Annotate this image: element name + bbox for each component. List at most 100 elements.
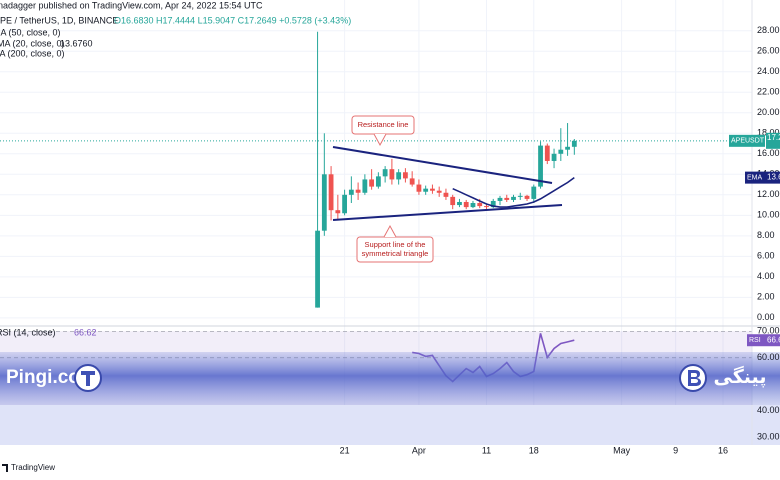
ema-badge-name — [745, 171, 766, 184]
x-tick-label: May — [613, 445, 631, 455]
candle-body — [436, 190, 442, 193]
candle-body — [531, 186, 537, 199]
candle-body — [484, 206, 489, 208]
rsi-badge-label: RSI — [749, 337, 761, 344]
y-tick-label: 10.00 — [757, 210, 780, 220]
rsi-tick-label: 70.00 — [757, 326, 780, 336]
candle-body — [490, 200, 496, 208]
candle-body — [355, 189, 361, 193]
candle-body — [511, 196, 516, 200]
x-tick-label: Apr — [412, 445, 426, 455]
tether-icon — [74, 364, 102, 392]
rsi-tick-label: 30.00 — [757, 431, 780, 441]
ema-badge-value: 13.67 — [767, 173, 780, 182]
candle-body — [517, 195, 523, 197]
ema-badge — [766, 171, 780, 184]
footer-text: TradingView — [11, 463, 55, 472]
rsi-tick-label: 60.00 — [757, 352, 780, 362]
y-tick-label: 16.00 — [757, 148, 780, 158]
x-tick-label: 18 — [529, 445, 539, 455]
y-tick-label: 8.00 — [757, 230, 775, 240]
y-tick-label: 6.00 — [757, 251, 775, 261]
candle-body — [497, 197, 503, 201]
y-tick-label: 12.00 — [757, 189, 780, 199]
rsi-badge — [766, 334, 780, 347]
plot — [0, 31, 752, 383]
watermark-right: پینگی — [714, 365, 767, 388]
candle-body — [321, 174, 327, 231]
candle-body — [348, 189, 354, 195]
candle-body — [571, 140, 577, 147]
indicator-ma200: MA (200, close, 0) — [0, 48, 65, 58]
rsi-tick-label: 40.00 — [757, 405, 780, 415]
candle-body — [423, 188, 429, 192]
candle-body — [463, 201, 469, 208]
candle-body — [315, 230, 320, 308]
candle-body — [396, 172, 402, 180]
candle-body — [443, 192, 449, 197]
rsi-badge-name — [747, 334, 766, 347]
x-tick-label: 21 — [340, 445, 350, 455]
support-label: Support line of the — [365, 240, 426, 249]
bitcoin-icon — [679, 364, 707, 392]
candle-body — [538, 145, 543, 187]
candle-body — [477, 203, 483, 207]
indicator-ma50: MA (50, close, 0) — [0, 27, 61, 37]
candle-body — [470, 203, 476, 208]
x-tick-label: 11 — [482, 445, 491, 455]
annotations: Resistance line Support line of thesymmet… — [358, 120, 429, 258]
support-label: symmetrical triangle — [362, 249, 429, 258]
watermark-band — [0, 352, 780, 405]
candle-body — [504, 197, 510, 200]
rsi-title: RSI (14, close) — [0, 327, 56, 337]
last-price-name: APEUSDT — [731, 138, 765, 145]
candle-body — [457, 201, 462, 206]
publisher: nadagger published on TradingView.com, A… — [0, 0, 263, 10]
y-tick-label: 26.00 — [757, 46, 780, 56]
y-tick-label: 22.00 — [757, 87, 780, 97]
candle-body — [403, 172, 408, 179]
resistance-pointer — [373, 133, 387, 147]
rsi-value: 66.62 — [74, 327, 97, 337]
candle-body — [362, 179, 368, 193]
candle-body — [544, 145, 550, 161]
candle-body — [328, 174, 334, 211]
support-pointer — [383, 224, 397, 238]
candle-body — [375, 176, 381, 187]
candle-body — [551, 153, 557, 161]
last-price-badge — [766, 132, 780, 149]
rsi-badge-value: 66.62 — [767, 335, 780, 344]
support-trendline — [332, 204, 563, 221]
ema-badge-label: EMA — [747, 174, 763, 181]
candle-body — [558, 149, 564, 154]
watermark-left: Pingi.co — [6, 367, 80, 388]
candle-body — [409, 178, 415, 185]
resistance-label: Resistance line — [358, 120, 409, 129]
resistance-trendline — [332, 146, 553, 184]
candle-body — [382, 169, 388, 177]
ohlc-label: O16.6830 H17.4444 L15.9047 C17.2649 +0.5… — [114, 15, 351, 25]
candle-body — [565, 146, 570, 150]
y-tick-label: 28.00 — [757, 25, 780, 35]
x-tick-label: 9 — [673, 445, 678, 455]
last-price-badge-name — [729, 134, 765, 147]
indicator-ema: EMA (20, close, 0) — [0, 38, 65, 48]
candle-body — [416, 184, 422, 192]
candle-body — [524, 195, 530, 199]
y-tick-label: 0.00 — [757, 312, 775, 322]
x-tick-label: 16 — [718, 445, 728, 455]
y-tick-label: 24.00 — [757, 66, 780, 76]
candle-body — [389, 169, 395, 180]
watermark-fade — [0, 405, 780, 445]
candle-body — [369, 179, 375, 187]
y-tick-label: 18.00 — [757, 128, 780, 138]
candle-body — [450, 196, 456, 206]
y-tick-label: 2.00 — [757, 292, 775, 302]
last-price-value: 17.26 — [767, 133, 780, 142]
y-tick-label: 20.00 — [757, 107, 780, 117]
footer: TradingView — [2, 463, 55, 472]
ema-line — [452, 176, 575, 208]
y-tick-label: 4.00 — [757, 271, 775, 281]
